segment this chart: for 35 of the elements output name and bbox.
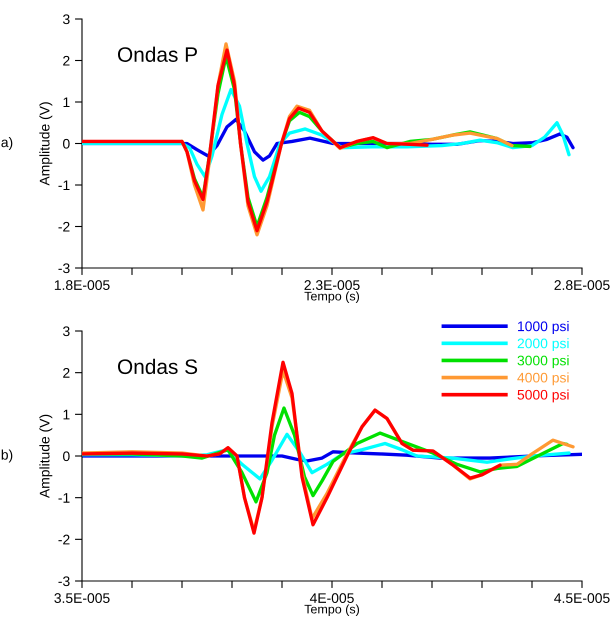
y-tick-label: 3: [63, 326, 70, 336]
y-tick-label: 1: [64, 97, 70, 108]
y-tick-label: -2: [58, 222, 70, 232]
y-tick-label: 2: [63, 368, 70, 378]
x-tick-label: 4.5E-005: [554, 593, 610, 604]
legend-label: 4000 psi: [517, 372, 569, 386]
text: a): [1, 137, 12, 150]
legend-label: 5000 psi: [518, 389, 569, 402]
x-tick-label: 1.8E-005: [54, 280, 110, 290]
y-tick-label: 2: [63, 56, 70, 66]
y-tick-label: -2: [58, 534, 70, 544]
x-tick-label: 4E-005: [310, 593, 354, 604]
y-tick-label: -1: [58, 493, 70, 503]
legend-label: 3000 psi: [518, 355, 569, 368]
x-axis-title: Tempo (s): [304, 604, 360, 616]
x-tick-label: 3.5E-005: [54, 593, 110, 604]
y-axis-title: Amplitude (V): [39, 414, 52, 498]
y-tick-label: 1: [64, 410, 70, 420]
y-tick-label: -1: [58, 180, 70, 190]
text: Ondas S: [118, 358, 198, 374]
y-tick-label: 0: [63, 451, 70, 462]
x-axis-title: Tempo (s): [304, 291, 360, 304]
x-tick-label: 2.3E-005: [304, 280, 360, 290]
line-series: [82, 360, 502, 535]
y-tick-label: -3: [58, 263, 70, 274]
x-tick-label: 2.8E-005: [554, 280, 610, 290]
line-series: [82, 48, 429, 232]
legend-label: 1000 psi: [518, 321, 569, 334]
legend-label: 2000 psi: [518, 338, 569, 352]
text: Ondas P: [118, 46, 197, 62]
text: b): [2, 450, 12, 462]
y-tick-label: -3: [58, 576, 70, 586]
y-tick-label: 3: [63, 14, 70, 24]
y-axis-title: Amplitude (V): [39, 102, 52, 186]
y-tick-label: 0: [63, 138, 70, 149]
